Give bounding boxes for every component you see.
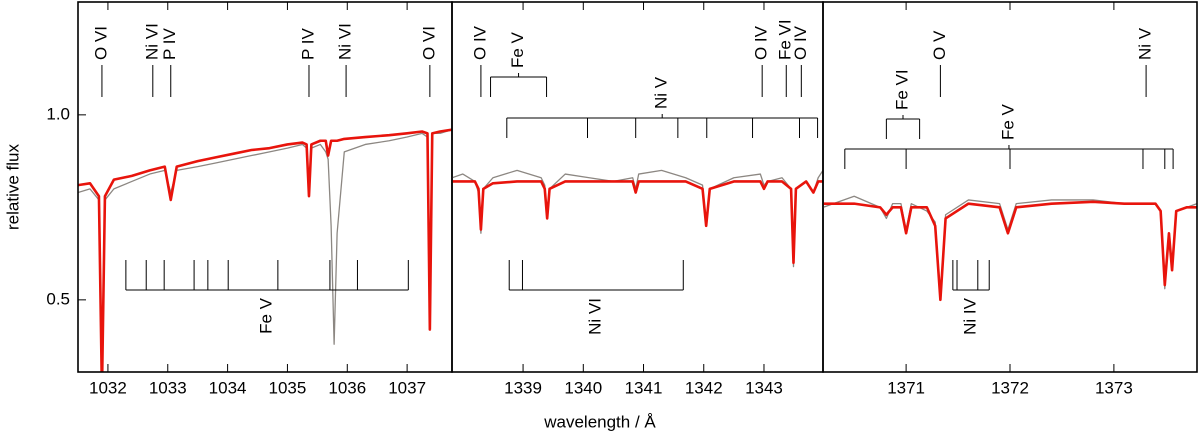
x-tick-label: 1371 [887, 378, 925, 397]
line-id-label: Ni V [652, 76, 671, 109]
line-id-label: Ni V [1136, 27, 1155, 60]
x-tick-label: 1342 [685, 378, 723, 397]
x-tick-label: 1032 [89, 378, 127, 397]
x-tick-label: 1341 [625, 378, 663, 397]
line-id-label: Fe VI [776, 19, 795, 60]
line-id-label: Ni VI [586, 298, 605, 335]
x-tick-label: 1034 [209, 378, 247, 397]
spectrum-line [823, 200, 1197, 302]
y-tick-label: 1.0 [46, 104, 70, 123]
line-id-label: Ni VI [336, 23, 355, 60]
line-id-label: Fe VI [892, 69, 911, 110]
x-tick-label: 1340 [564, 378, 602, 397]
line-id-label: P IV [160, 28, 179, 60]
line-id-label: P IV [298, 28, 317, 60]
x-tick-label: 1033 [149, 378, 187, 397]
line-id-label: Ni VI [142, 23, 161, 60]
spectrum-line [823, 195, 1197, 297]
x-tick-label: 1339 [504, 378, 542, 397]
line-id-label: Fe V [998, 103, 1017, 140]
x-tick-label: 1373 [1095, 378, 1133, 397]
y-axis-label: relative flux [3, 144, 22, 230]
x-tick-label: 1372 [991, 378, 1029, 397]
line-id-label: Ni IV [961, 297, 980, 335]
x-tick-label: 1035 [269, 378, 307, 397]
x-tick-label: 1036 [328, 378, 366, 397]
line-id-label: O IV [752, 25, 771, 60]
x-axis-label: wavelength / Å [543, 412, 656, 431]
line-id-label: Fe V [508, 31, 527, 68]
x-tick-label: 1343 [745, 378, 783, 397]
y-tick-label: 0.5 [46, 289, 70, 308]
line-id-label: O IV [470, 25, 489, 60]
line-id-label: O IV [791, 25, 810, 60]
spectrum-line [452, 180, 823, 265]
line-id-label: Fe V [257, 297, 276, 334]
line-id-label: O VI [91, 26, 110, 60]
line-id-label: O VI [419, 26, 438, 60]
line-id-label: O V [930, 30, 949, 60]
spectrum-line [78, 128, 452, 372]
x-tick-label: 1037 [388, 378, 426, 397]
